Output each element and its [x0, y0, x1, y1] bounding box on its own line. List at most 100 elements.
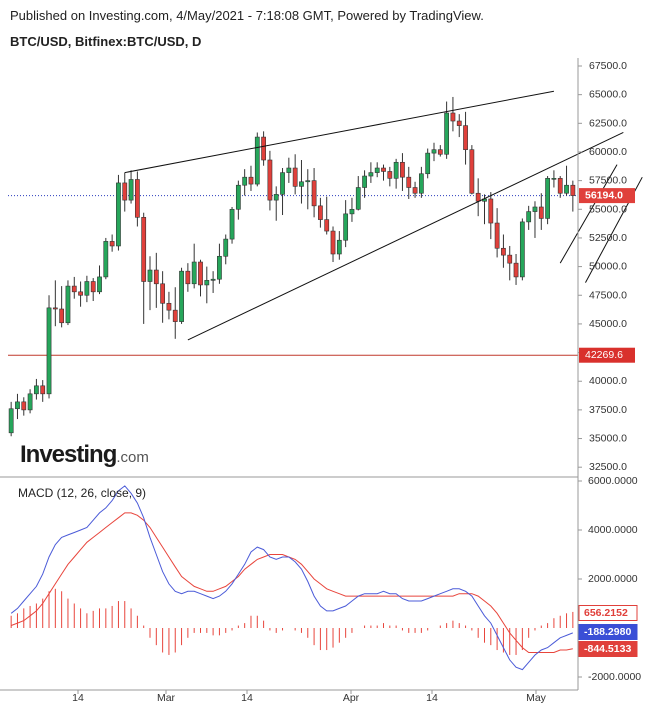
macd-label: MACD (12, 26, close, 9)	[18, 486, 147, 500]
candle-body-up	[217, 255, 222, 280]
candle-body-down	[109, 241, 115, 247]
axes: 67500.0 65000.0 62500.0 60000.0 57500.0 55000…	[0, 58, 641, 704]
candle	[450, 96, 456, 132]
candle-body-up	[564, 184, 569, 194]
macd-signal-label: -844.5133	[584, 643, 631, 655]
candle-body-up	[147, 269, 153, 282]
support-price-label: 42269.6	[585, 349, 623, 361]
candle-body-up	[116, 182, 121, 247]
candle	[229, 206, 235, 244]
candle	[84, 275, 90, 303]
candle	[526, 205, 532, 230]
candle	[406, 166, 412, 199]
x-tick-label: Mar	[157, 692, 176, 704]
candle-body-up	[15, 401, 20, 410]
investing-logo: Investing.com	[20, 441, 149, 468]
candle-body-down	[324, 219, 330, 232]
candle	[280, 168, 285, 216]
candle-body-down	[160, 283, 166, 304]
candle	[330, 226, 336, 263]
candle	[97, 265, 102, 295]
candle-body-up	[8, 408, 14, 434]
candle-body-up	[229, 208, 235, 240]
candle-body-up	[431, 149, 437, 154]
candle-body-up	[191, 261, 197, 285]
candle	[78, 281, 83, 307]
candle	[40, 380, 46, 402]
candle-body-up	[393, 161, 399, 179]
trendline-2	[187, 132, 624, 341]
candle	[292, 154, 298, 195]
candle-body-up	[280, 172, 285, 195]
candle	[179, 267, 184, 324]
price-tick-label: 37500.0	[589, 404, 627, 416]
candle	[488, 192, 494, 240]
macd-macd-badge	[578, 624, 638, 640]
candle	[71, 276, 77, 299]
candle	[15, 393, 20, 420]
candle-body-up	[273, 194, 279, 201]
price-tick-label: 62500.0	[589, 117, 627, 129]
candle	[267, 150, 273, 211]
candle-body-up	[532, 206, 538, 212]
candle-body-up	[418, 173, 424, 194]
current-price-badge	[579, 188, 635, 204]
candle-body-up	[526, 211, 532, 223]
candle	[109, 234, 115, 252]
macd-line	[10, 485, 573, 671]
candle-body-down	[570, 184, 576, 196]
macd-signal-badge	[578, 641, 638, 657]
candle	[116, 174, 121, 251]
candle-body-down	[59, 308, 65, 324]
price-tick-label: 55000.0	[589, 203, 627, 215]
macd-tick-label: 4000.0000	[588, 524, 638, 536]
price-tick-label: 47500.0	[589, 289, 627, 301]
candle	[507, 245, 513, 281]
candle-body-up	[34, 385, 39, 395]
candle-body-down	[122, 182, 128, 201]
candle-body-down	[267, 159, 273, 201]
candle	[362, 170, 367, 198]
candle	[374, 162, 380, 178]
price-tick-label: 45000.0	[589, 318, 627, 330]
candle	[8, 401, 14, 437]
x-tick-label: Apr	[343, 692, 360, 704]
price-tick-label: 60000.0	[589, 146, 627, 158]
candle-body-up	[223, 238, 229, 257]
current-price-label: 56194.0	[585, 190, 623, 202]
candle	[286, 157, 292, 183]
candle-body-down	[292, 167, 298, 187]
candle-body-down	[141, 217, 147, 282]
x-tick-label: 14	[72, 692, 84, 704]
candle	[551, 170, 557, 188]
candle	[217, 243, 222, 284]
price-tick-label: 52500.0	[589, 232, 627, 244]
candle	[355, 176, 361, 211]
candle	[160, 271, 166, 323]
candle-body-up	[235, 184, 241, 210]
trendline-3	[559, 164, 618, 264]
price-tick-label: 57500.0	[589, 175, 627, 187]
candle-body-up	[299, 181, 304, 187]
trendline-1	[124, 90, 555, 174]
candle	[46, 295, 52, 399]
candle	[494, 208, 500, 258]
macd-tick-label: -2000.0000	[588, 671, 641, 683]
candle	[318, 197, 323, 228]
candle-body-up	[545, 178, 550, 219]
candle	[393, 158, 399, 189]
candle	[235, 180, 241, 220]
candle-body-down	[463, 125, 468, 150]
candle-body-down	[52, 307, 58, 310]
candle	[141, 212, 147, 324]
x-tick-label: 14	[426, 692, 438, 704]
candle-body-up	[27, 393, 33, 411]
candle-body-up	[305, 180, 311, 183]
candle	[456, 114, 462, 138]
candle-body-up	[425, 152, 431, 175]
candle-body-up	[349, 208, 355, 215]
candle-body-up	[65, 285, 71, 324]
support-price-badge	[579, 347, 635, 363]
candle-body-down	[475, 192, 481, 202]
price-tick-label: 50000.0	[589, 261, 627, 273]
